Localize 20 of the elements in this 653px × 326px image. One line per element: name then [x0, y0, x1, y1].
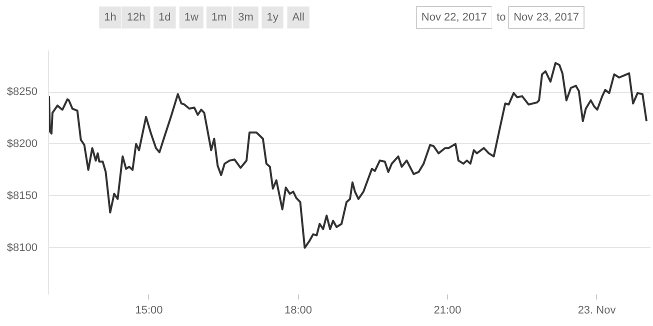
text: All [292, 12, 304, 24]
text: Nov 22, 2017 [421, 12, 487, 24]
text: 1h [104, 12, 116, 24]
text: 3m [238, 12, 254, 24]
text: 1y [266, 12, 279, 24]
text: Nov 23, 2017 [514, 12, 580, 24]
text: 12h [126, 12, 146, 24]
x-tick-label: 23. Nov [578, 304, 616, 316]
text: 1w [184, 12, 198, 24]
x-tick-label: 18:00 [284, 304, 312, 316]
y-tick-label: $8200 [6, 138, 38, 150]
y-tick-label: $8250 [6, 86, 38, 98]
y-tick-label: $8150 [6, 190, 38, 202]
y-tick-label: $8100 [6, 242, 38, 254]
x-tick-label: 15:00 [135, 304, 163, 316]
text: 1m [211, 12, 227, 24]
text: to [496, 12, 506, 24]
x-tick-label: 21:00 [434, 304, 462, 316]
text: 1d [158, 12, 171, 24]
line-series [48, 62, 648, 249]
